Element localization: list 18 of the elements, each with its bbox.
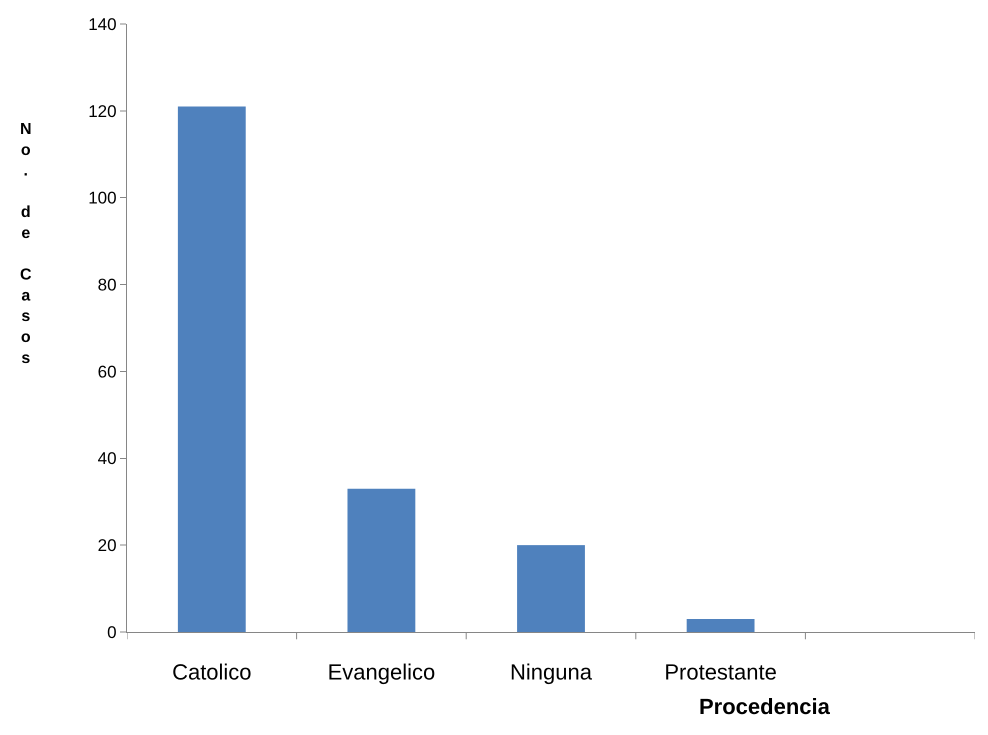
- x-tick-label: Catolico: [172, 659, 252, 684]
- y-tick-label: 100: [88, 188, 117, 208]
- x-tick-label: Ninguna: [510, 659, 593, 684]
- bar: [686, 618, 755, 632]
- y-tick-label: 60: [98, 362, 117, 382]
- bar: [517, 545, 585, 632]
- y-tick-label: 0: [107, 622, 117, 642]
- x-tick-label: Protestante: [664, 659, 777, 684]
- text: No. de Casos: [20, 121, 32, 367]
- x-axis-title: Procedencia: [699, 694, 831, 719]
- bar: [347, 488, 416, 632]
- y-tick-label: 120: [88, 102, 117, 121]
- y-tick-label: 20: [98, 536, 117, 556]
- y-tick-label: 140: [88, 14, 117, 34]
- x-tick-label: Evangelico: [328, 659, 436, 684]
- y-tick-label: 80: [98, 276, 117, 295]
- bar: [178, 106, 246, 632]
- y-tick-label: 40: [98, 449, 117, 468]
